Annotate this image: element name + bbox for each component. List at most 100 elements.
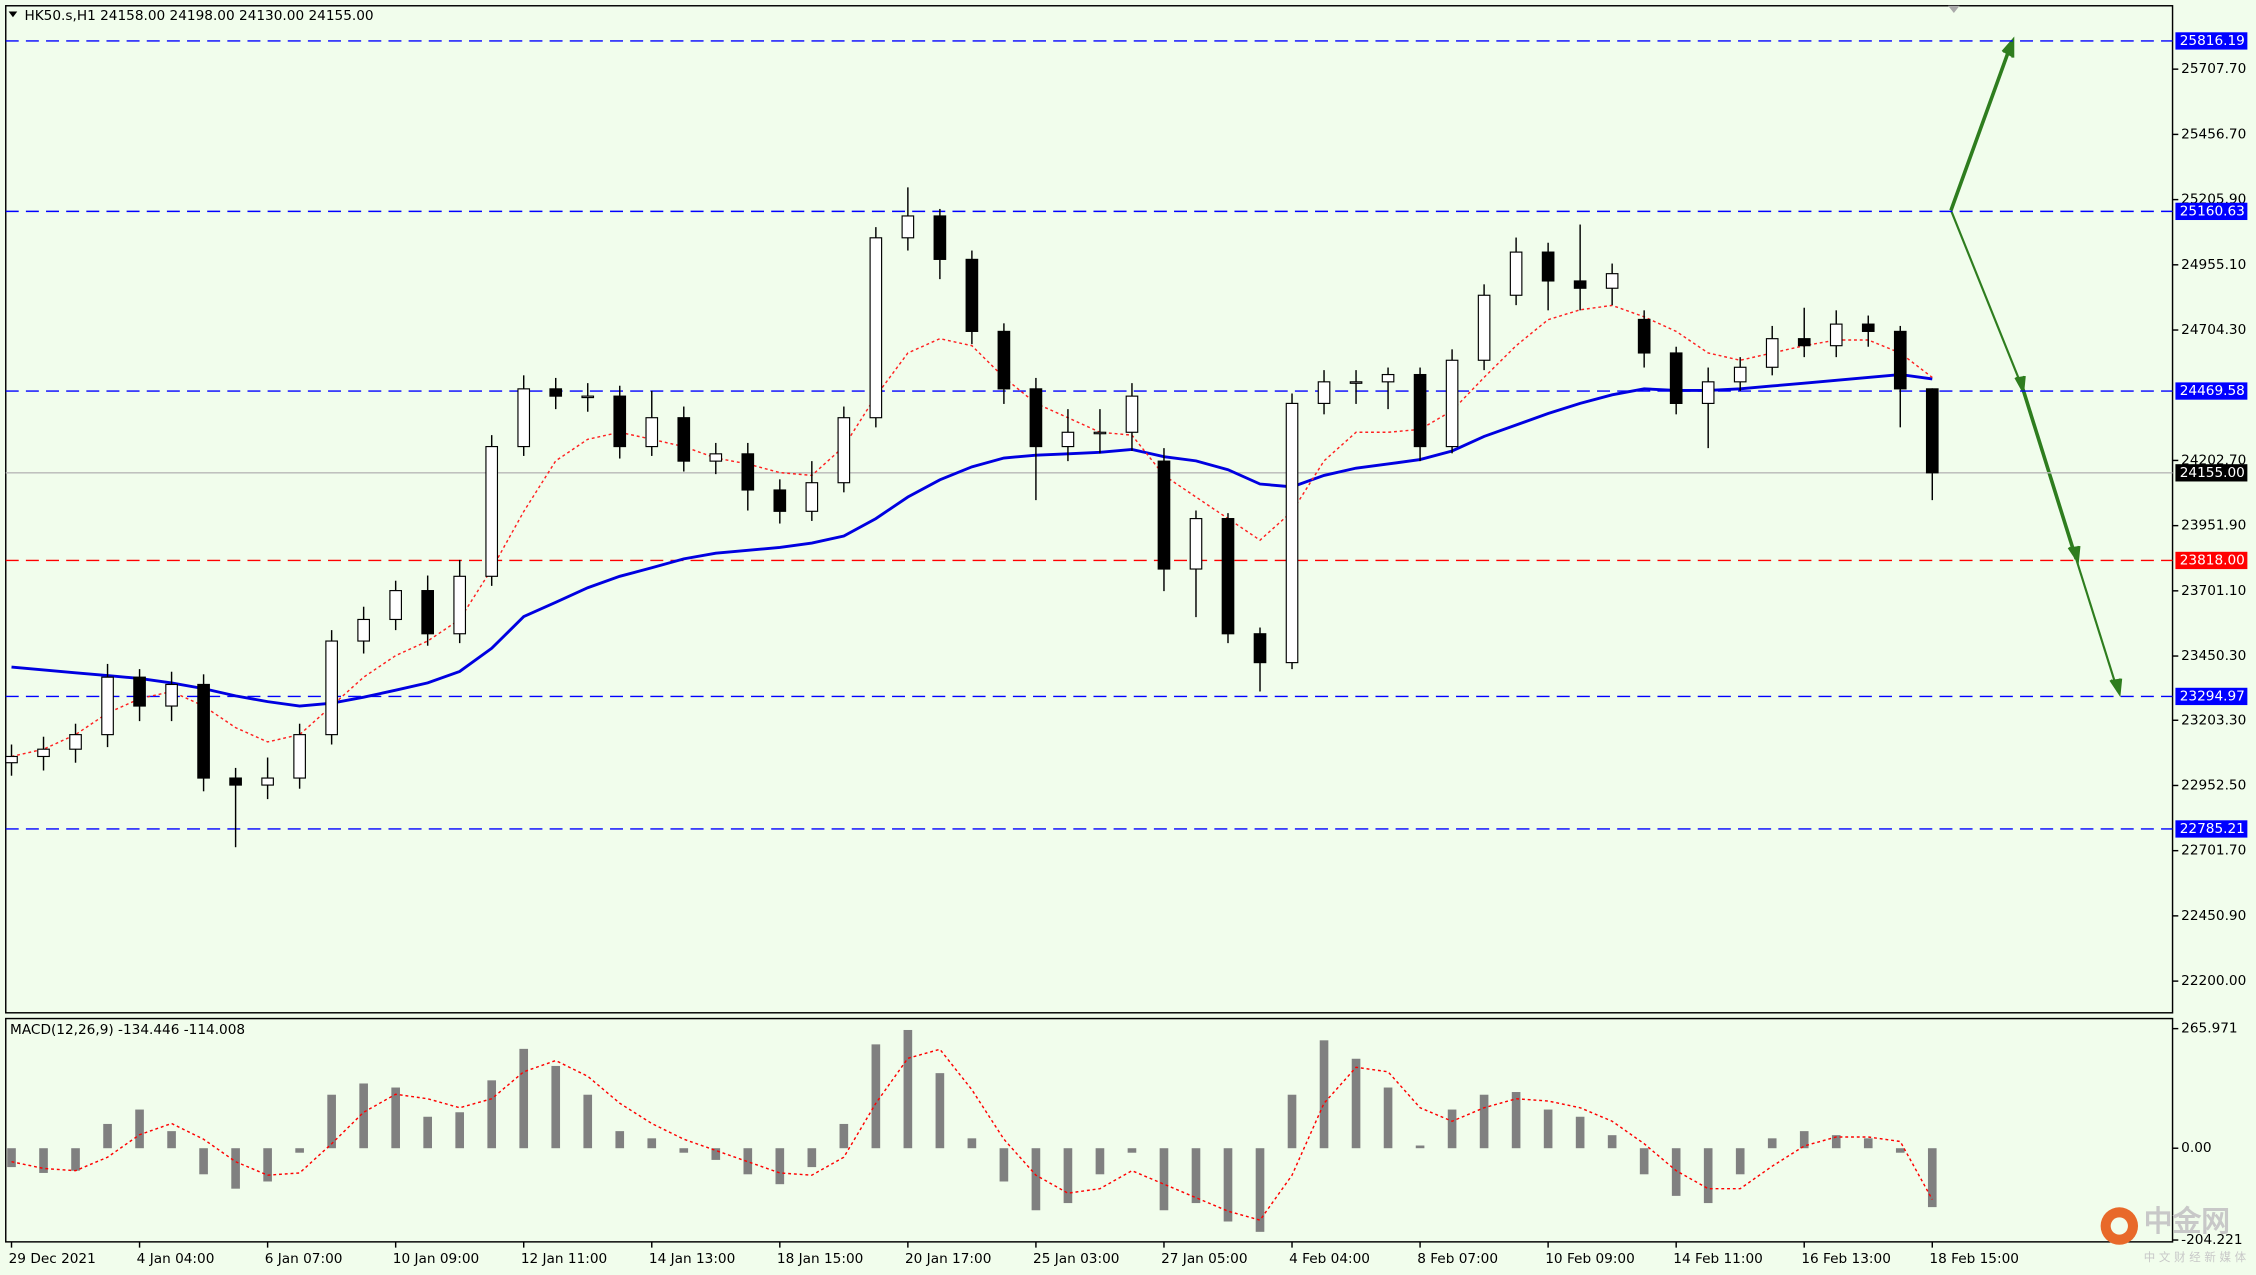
candle-body bbox=[933, 215, 947, 260]
candle-body bbox=[1509, 251, 1523, 296]
macd-bar bbox=[199, 1148, 208, 1175]
candle-body bbox=[1125, 395, 1139, 433]
y-tick-label: 265.971 bbox=[2181, 1021, 2237, 1037]
macd-bar bbox=[1799, 1131, 1809, 1149]
level-label-box bbox=[2175, 32, 2248, 50]
macd-bar bbox=[935, 1073, 945, 1149]
x-tick-label: 25 Jan 03:00 bbox=[1033, 1251, 1119, 1267]
candle-body bbox=[1285, 402, 1299, 664]
watermark-tagline: 中 文 财 经 新 媒 体 bbox=[2144, 1250, 2247, 1264]
candle-body bbox=[837, 417, 851, 484]
macd-bar bbox=[1159, 1148, 1169, 1211]
macd-bar bbox=[1383, 1087, 1393, 1149]
macd-bar bbox=[711, 1148, 721, 1160]
candle-body bbox=[869, 237, 883, 419]
macd-bar bbox=[1031, 1148, 1041, 1211]
macd-bar bbox=[1287, 1094, 1297, 1149]
candle-body bbox=[69, 734, 82, 750]
macd-bar bbox=[775, 1148, 785, 1185]
macd-bar bbox=[359, 1083, 368, 1149]
candle-body bbox=[1157, 460, 1171, 570]
macd-bar bbox=[327, 1094, 336, 1149]
candle-body bbox=[549, 388, 563, 397]
x-tick-label: 16 Feb 13:00 bbox=[1801, 1251, 1891, 1267]
candle-body bbox=[581, 395, 595, 399]
macd-bar bbox=[231, 1148, 240, 1189]
macd-bar bbox=[1831, 1135, 1841, 1149]
candle-body bbox=[1669, 352, 1683, 404]
macd-bar bbox=[135, 1109, 144, 1149]
macd-bar bbox=[1191, 1148, 1201, 1204]
y-tick-label: 23450.30 bbox=[2181, 648, 2246, 664]
candle-body bbox=[645, 417, 659, 448]
macd-bar bbox=[1511, 1092, 1521, 1149]
level-label: 23294.97 bbox=[2180, 688, 2245, 704]
macd-bar bbox=[1607, 1135, 1617, 1149]
macd-signal bbox=[11, 1048, 1933, 1221]
candle-body bbox=[1733, 366, 1747, 383]
level-label: 22785.21 bbox=[2180, 821, 2245, 837]
x-tick-label: 10 Feb 09:00 bbox=[1545, 1251, 1635, 1267]
candle-body bbox=[1637, 318, 1651, 354]
macd-bar bbox=[679, 1148, 689, 1153]
macd-bar bbox=[1671, 1148, 1681, 1196]
candle-body bbox=[1605, 273, 1619, 289]
candle-body bbox=[901, 215, 915, 239]
candle-body bbox=[773, 489, 787, 512]
macd-bar bbox=[39, 1148, 48, 1173]
macd-bar bbox=[583, 1094, 593, 1149]
y-tick-label: -204.221 bbox=[2181, 1232, 2242, 1248]
candle-body bbox=[325, 640, 338, 736]
macd-bar bbox=[391, 1087, 400, 1149]
candle-body bbox=[613, 395, 627, 448]
macd-bar bbox=[295, 1148, 304, 1153]
macd-bar bbox=[455, 1112, 465, 1149]
macd-bar bbox=[743, 1148, 753, 1175]
x-tick-label: 18 Feb 15:00 bbox=[1929, 1251, 2019, 1267]
candle-body bbox=[453, 575, 467, 635]
macd-bar bbox=[1415, 1145, 1425, 1149]
macd-bar bbox=[807, 1148, 817, 1168]
candle-body bbox=[357, 618, 370, 642]
level-label: 23818.00 bbox=[2180, 552, 2245, 568]
y-tick-label: 22200.00 bbox=[2181, 973, 2246, 989]
y-tick-label: 23951.90 bbox=[2181, 518, 2246, 534]
candle-body bbox=[261, 777, 274, 786]
x-tick-label: 29 Dec 2021 bbox=[9, 1251, 96, 1267]
candle-body bbox=[965, 258, 979, 332]
level-label-box bbox=[2175, 687, 2248, 706]
macd-title: MACD(12,26,9) -134.446 -114.008 bbox=[10, 1022, 245, 1038]
candle-body bbox=[1861, 323, 1875, 332]
candle-body bbox=[1797, 338, 1811, 347]
candle-body bbox=[165, 683, 178, 707]
watermark-brand: 中金网 bbox=[2144, 1204, 2230, 1238]
candle-body bbox=[1893, 330, 1907, 390]
candle-body bbox=[709, 453, 723, 462]
candle-body bbox=[1317, 381, 1331, 404]
macd-bar bbox=[1927, 1148, 1937, 1208]
menu-triangle[interactable] bbox=[8, 11, 18, 18]
candle-body bbox=[37, 748, 50, 758]
candle-body bbox=[741, 453, 755, 491]
macd-bar bbox=[1703, 1148, 1713, 1204]
candle-body bbox=[485, 445, 499, 577]
level-label: 25816.19 bbox=[2180, 33, 2245, 49]
candle-body bbox=[1221, 518, 1235, 635]
macd-bar bbox=[263, 1148, 272, 1182]
macd-bar bbox=[519, 1048, 529, 1149]
candle-body bbox=[1381, 373, 1395, 383]
level-label: 24469.58 bbox=[2180, 383, 2245, 399]
candle-body bbox=[1445, 359, 1459, 448]
level-label: 25160.63 bbox=[2180, 203, 2245, 219]
x-tick-label: 20 Jan 17:00 bbox=[905, 1251, 991, 1267]
y-tick-label: 23203.30 bbox=[2181, 712, 2246, 728]
candle-body bbox=[677, 417, 691, 462]
macd-bar bbox=[423, 1116, 432, 1149]
candle-body bbox=[133, 676, 146, 707]
y-tick-label: 24955.10 bbox=[2181, 257, 2246, 273]
chart-title: HK50.s,H1 24158.00 24198.00 24130.00 241… bbox=[24, 8, 373, 24]
x-tick-label: 12 Jan 11:00 bbox=[521, 1251, 607, 1267]
level-label-box bbox=[2175, 382, 2248, 400]
